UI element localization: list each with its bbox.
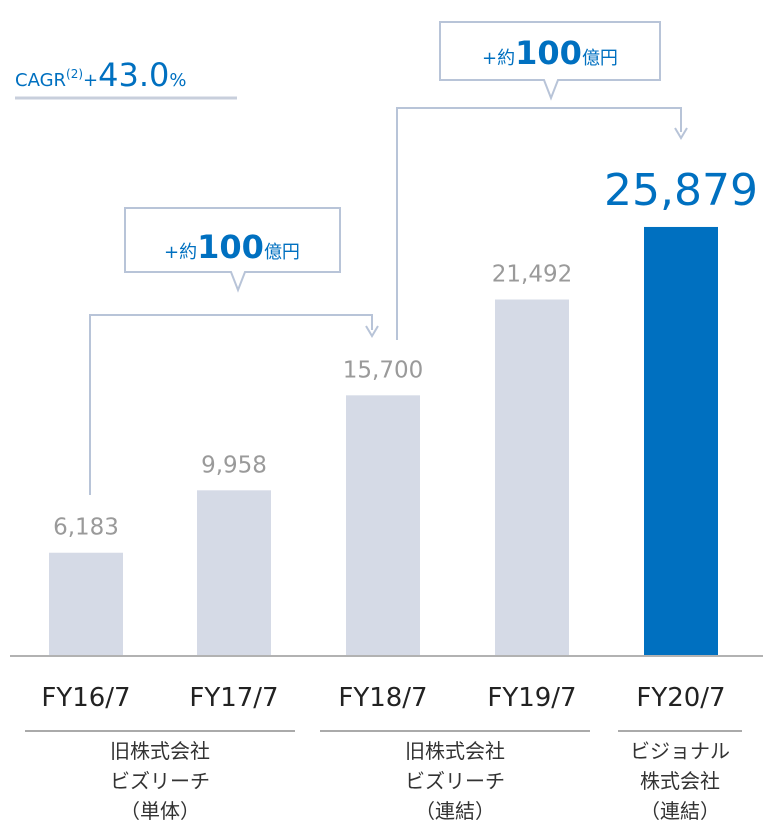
group-label: （単体） bbox=[120, 799, 200, 823]
callout-prefix: +約 bbox=[482, 48, 515, 69]
callout-amount: 100 bbox=[197, 228, 264, 266]
callout-box bbox=[124, 207, 341, 293]
value-label: 25,879 bbox=[604, 165, 758, 216]
arrow-head bbox=[674, 127, 688, 140]
x-tick-label: FY19/7 bbox=[487, 683, 576, 713]
bar bbox=[346, 395, 420, 655]
connectors bbox=[89, 21, 688, 495]
value-label: 9,958 bbox=[201, 452, 267, 478]
x-tick-label: FY18/7 bbox=[338, 683, 427, 713]
group-label: （連結） bbox=[640, 799, 720, 823]
value-label: 15,700 bbox=[343, 357, 423, 383]
group-label: ビズリーチ bbox=[405, 769, 505, 793]
bar bbox=[644, 226, 718, 655]
cagr-annotation: CAGR(2)+43.0% bbox=[15, 56, 186, 94]
cagr-unit: % bbox=[169, 70, 186, 91]
x-tick-label: FY17/7 bbox=[189, 683, 278, 713]
group-label: 旧株式会社 bbox=[405, 739, 505, 763]
callout-unit: 億円 bbox=[582, 48, 618, 69]
bar bbox=[197, 490, 271, 655]
callout-box bbox=[439, 21, 661, 101]
cagr-label: CAGR bbox=[15, 70, 66, 91]
group-label: 株式会社 bbox=[640, 769, 720, 793]
connector bbox=[89, 314, 373, 495]
callout-unit: 億円 bbox=[264, 242, 300, 263]
cagr-sign: + bbox=[83, 70, 98, 91]
arrow-head bbox=[365, 325, 379, 338]
group-label: ビズリーチ bbox=[110, 769, 210, 793]
callout-text: +約100億円 bbox=[482, 34, 618, 72]
cagr-value: 43.0 bbox=[98, 56, 169, 94]
callout-amount: 100 bbox=[515, 34, 582, 72]
value-label: 6,183 bbox=[53, 515, 119, 541]
x-tick-label: FY20/7 bbox=[636, 683, 725, 713]
group-label: （連結） bbox=[415, 799, 495, 823]
bar bbox=[495, 299, 569, 655]
group-label: ビジョナル bbox=[630, 739, 730, 763]
x-tick-label: FY16/7 bbox=[41, 683, 130, 713]
group-label: 旧株式会社 bbox=[110, 739, 210, 763]
bar bbox=[49, 552, 123, 655]
cagr-note: (2) bbox=[66, 67, 83, 81]
callout-text: +約100億円 bbox=[164, 228, 300, 266]
callout-prefix: +約 bbox=[164, 242, 197, 263]
value-label: 21,492 bbox=[492, 262, 572, 288]
connector bbox=[396, 107, 682, 340]
